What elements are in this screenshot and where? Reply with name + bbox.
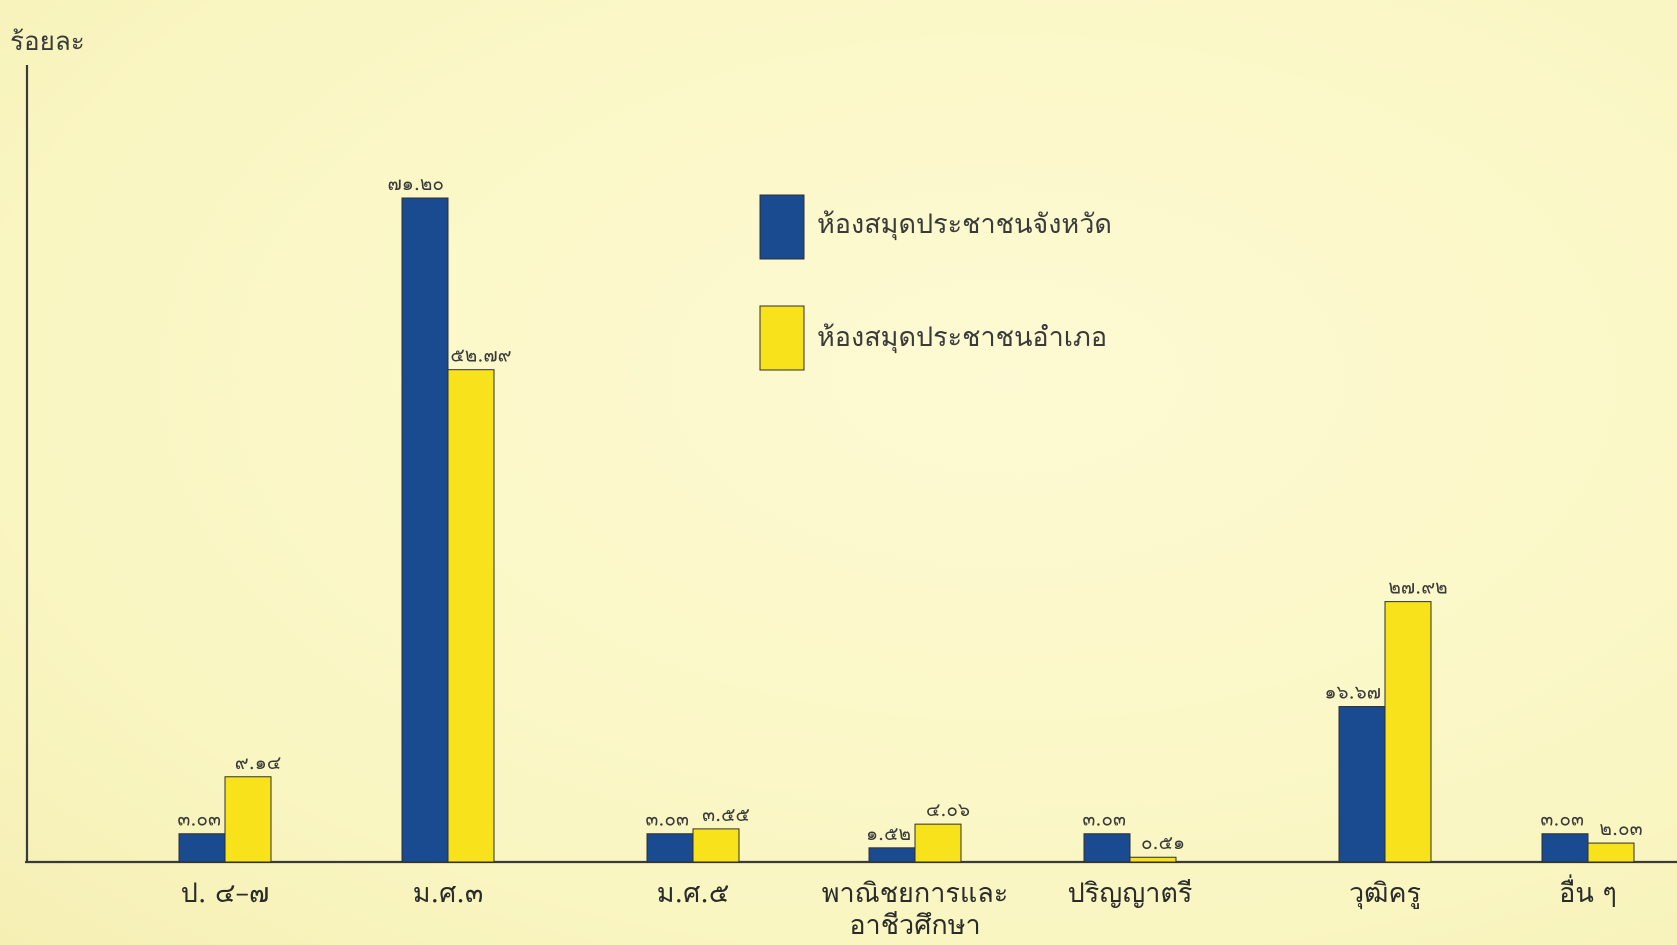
data-label-series1-cat6: ๑๖.๖๗	[1324, 682, 1381, 704]
x-tick-label-7: อื่น ๆ	[1559, 874, 1617, 909]
bar-series2-cat2	[447, 369, 495, 863]
bar-series1-cat1	[178, 833, 226, 863]
x-tick-labels: ป. ๔–๗ ม.ศ.๓ ม.ศ.๕ พาณิชยการและอาชีวศึกษา ปร…	[181, 874, 1617, 941]
data-label-series2-cat1: ๙.๑๔	[235, 752, 281, 774]
data-label-series2-cat5: ๐.๕๑	[1141, 832, 1185, 854]
x-tick-label-3: ม.ศ.๕	[657, 878, 730, 909]
x-tick-label-6: วุฒิครู	[1349, 878, 1421, 910]
data-label-series2-cat6: ๒๗.๙๒	[1388, 577, 1447, 599]
bar-series1-cat6	[1338, 706, 1386, 863]
bar-series2-cat6	[1384, 601, 1432, 863]
legend-swatch-series1	[759, 194, 805, 260]
legend-swatch-series2	[759, 305, 805, 371]
bar-series2-cat7	[1587, 842, 1635, 863]
bar-series1-cat4	[868, 847, 916, 863]
bar-series2-cat3	[692, 828, 740, 863]
x-tick-label-2: ม.ศ.๓	[413, 878, 484, 909]
data-label-series1-cat5: ๓.๐๓	[1082, 809, 1126, 831]
data-label-series1-cat4: ๑.๕๒	[866, 823, 911, 845]
bars	[178, 197, 1635, 863]
data-label-series2-cat3: ๓.๕๕	[702, 804, 750, 826]
bar-series1-cat7	[1541, 833, 1589, 863]
data-label-series1-cat7: ๓.๐๓	[1540, 809, 1584, 831]
data-label-series1-cat2: ๗๑.๒๐	[387, 173, 444, 195]
bar-series1-cat3	[646, 833, 694, 863]
x-tick-label-5: ปริญญาตรี	[1068, 878, 1193, 909]
data-label-series2-cat7: ๒.๐๓	[1599, 818, 1642, 840]
data-label-series1-cat3: ๓.๐๓	[645, 809, 689, 831]
data-label-series1-cat1: ๓.๐๓	[177, 809, 221, 831]
bar-series2-cat5	[1129, 856, 1177, 863]
bar-series2-cat1	[224, 776, 272, 863]
bar-series1-cat2	[401, 197, 449, 863]
legend-label-series2: ห้องสมุดประชาชนอำเภอ	[817, 322, 1107, 354]
bar-series1-cat5	[1083, 833, 1131, 863]
legend-label-series1: ห้องสมุดประชาชนจังหวัด	[817, 209, 1112, 241]
data-label-series2-cat4: ๔.๐๖	[926, 799, 970, 821]
x-tick-label-4: พาณิชยการและอาชีวศึกษา	[822, 878, 1009, 941]
y-axis-label: ร้อยละ	[10, 27, 85, 57]
legend: ห้องสมุดประชาชนจังหวัดห้องสมุดประชาชนอำเ…	[759, 194, 1112, 371]
bar-series2-cat4	[914, 823, 962, 863]
data-label-series2-cat2: ๕๒.๗๙	[450, 345, 511, 367]
x-tick-label-1: ป. ๔–๗	[181, 878, 270, 909]
